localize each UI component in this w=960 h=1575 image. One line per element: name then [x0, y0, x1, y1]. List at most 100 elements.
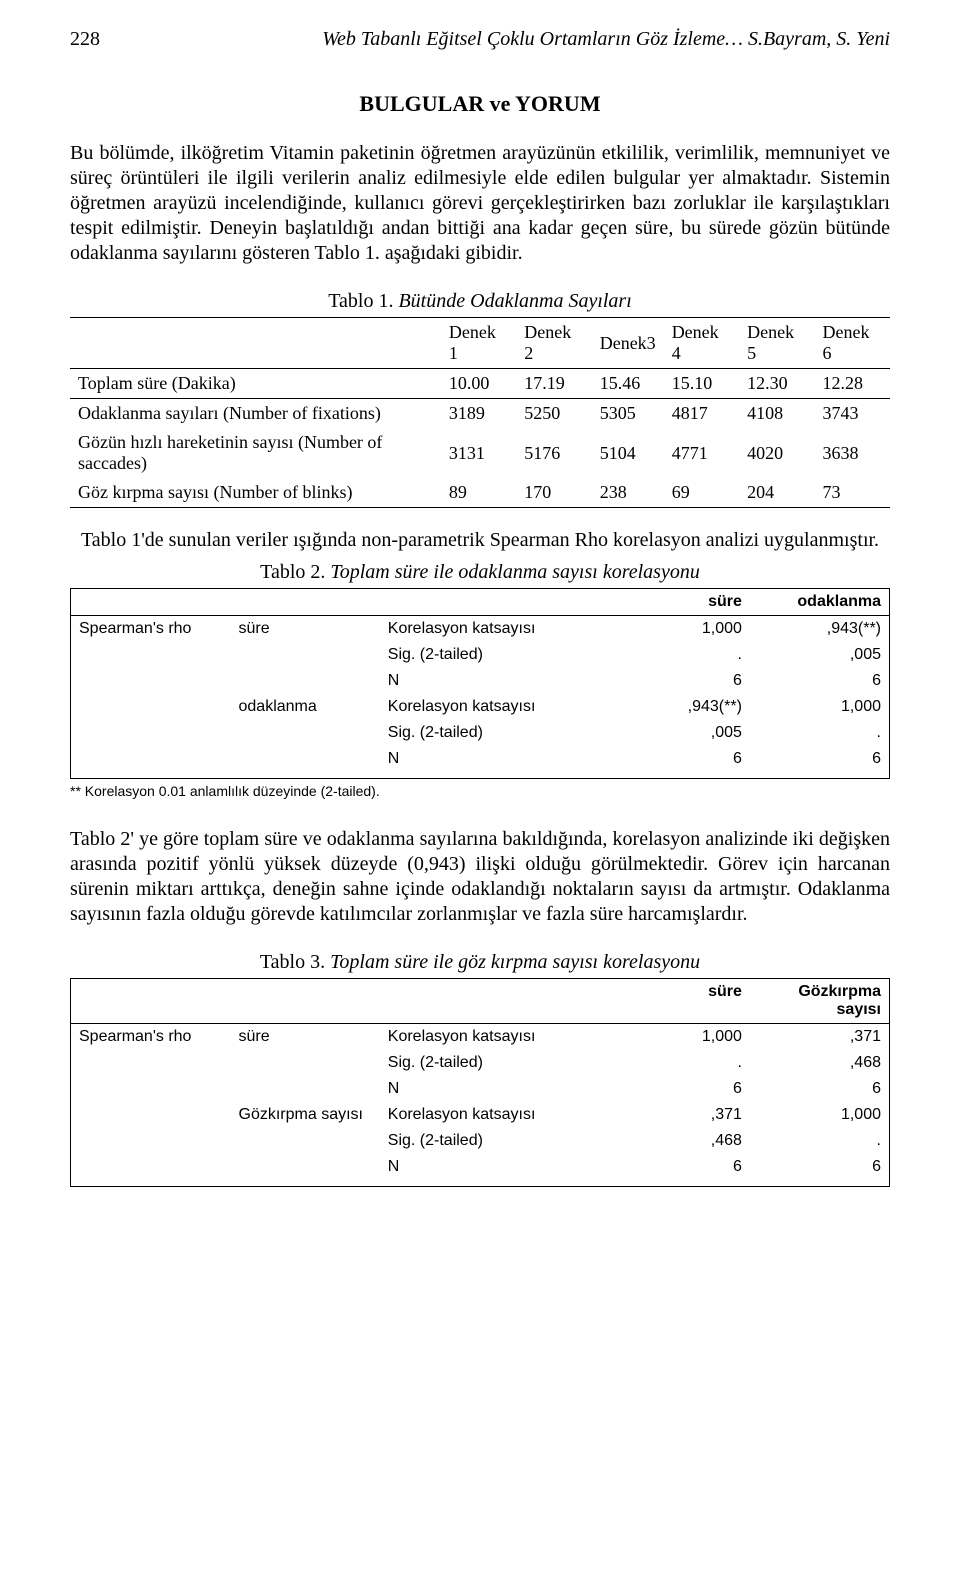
cell: 12.28 — [815, 369, 890, 399]
table1-col-1: Denek 1 — [441, 318, 516, 369]
cell: 3189 — [441, 399, 516, 429]
cell: 170 — [516, 478, 591, 508]
table1-caption-prefix: Tablo 1. — [328, 290, 393, 312]
cell: ,371 — [750, 1024, 889, 1051]
cell: ,005 — [611, 720, 750, 746]
stat-name: N — [380, 1154, 611, 1180]
table1-col-0 — [70, 318, 441, 369]
cell: 4108 — [739, 399, 814, 429]
table2-colhead-2: odaklanma — [750, 589, 889, 616]
cell: 5250 — [516, 399, 591, 429]
table-row: Toplam süre (Dakika) 10.00 17.19 15.46 1… — [70, 369, 890, 399]
table1-col-3: Denek3 — [592, 318, 664, 369]
cell: ,005 — [750, 642, 889, 668]
cell: 6 — [750, 1154, 889, 1180]
cell: ,943(**) — [611, 694, 750, 720]
cell: 6 — [611, 1076, 750, 1102]
stat-name: Korelasyon katsayısı — [380, 694, 611, 720]
table-row: odaklanma Korelasyon katsayısı ,943(**) … — [71, 694, 889, 720]
cell: 6 — [750, 746, 889, 772]
cell: 73 — [815, 478, 890, 508]
cell: 17.19 — [516, 369, 591, 399]
table3-colhead-2: Gözkırpma sayısı — [750, 979, 889, 1024]
page: 228 Web Tabanlı Eğitsel Çoklu Ortamların… — [0, 0, 960, 1231]
cell: 89 — [441, 478, 516, 508]
page-number: 228 — [70, 28, 100, 51]
table1-caption-rest: Bütünde Odaklanma Sayıları — [393, 290, 631, 312]
intro-paragraph: Bu bölümde, ilköğretim Vitamin paketinin… — [70, 141, 890, 266]
cell: Göz kırpma sayısı (Number of blinks) — [70, 478, 441, 508]
table1-col-5: Denek 5 — [739, 318, 814, 369]
stat-name: Sig. (2-tailed) — [380, 642, 611, 668]
cell: 6 — [750, 668, 889, 694]
var-label: Gözkırpma sayısı — [231, 1102, 380, 1128]
stat-name: Sig. (2-tailed) — [380, 1050, 611, 1076]
table-row: Sig. (2-tailed) . ,005 — [71, 642, 889, 668]
cell: 5305 — [592, 399, 664, 429]
table-row: Göz kırpma sayısı (Number of blinks) 89 … — [70, 478, 890, 508]
cell: 4817 — [664, 399, 739, 429]
cell: Gözün hızlı hareketinin sayısı (Number o… — [70, 428, 441, 478]
cell: 69 — [664, 478, 739, 508]
table-row: Gözkırpma sayısı Korelasyon katsayısı ,3… — [71, 1102, 889, 1128]
table-row: Sig. (2-tailed) ,005 . — [71, 720, 889, 746]
running-header: 228 Web Tabanlı Eğitsel Çoklu Ortamların… — [70, 28, 890, 51]
table3: süre Gözkırpma sayısı Spearman's rho sür… — [71, 979, 889, 1180]
table1-col-6: Denek 6 — [815, 318, 890, 369]
cell: 12.30 — [739, 369, 814, 399]
table3-caption-prefix: Tablo 3. — [260, 951, 325, 973]
cell: . — [611, 1050, 750, 1076]
group-label: Spearman's rho — [71, 616, 231, 643]
table1-caption: Tablo 1. Bütünde Odaklanma Sayıları — [70, 290, 890, 313]
cell: Odaklanma sayıları (Number of fixations) — [70, 399, 441, 429]
cell: 4771 — [664, 428, 739, 478]
cell: 1,000 — [611, 1024, 750, 1051]
cell: ,943(**) — [750, 616, 889, 643]
cell: 3638 — [815, 428, 890, 478]
table2-caption: Tablo 2. Toplam süre ile odaklanma sayıs… — [70, 561, 890, 584]
cell: 3131 — [441, 428, 516, 478]
table-row: Sig. (2-tailed) ,468 . — [71, 1128, 889, 1154]
table-row: N 6 6 — [71, 746, 889, 772]
cell: 10.00 — [441, 369, 516, 399]
cell: . — [611, 642, 750, 668]
table3-wrap: süre Gözkırpma sayısı Spearman's rho sür… — [70, 978, 890, 1187]
cell: Toplam süre (Dakika) — [70, 369, 441, 399]
table2-footnote: ** Korelasyon 0.01 anlamlılık düzeyinde … — [70, 783, 890, 799]
table3-caption-rest: Toplam süre ile göz kırpma sayısı korela… — [325, 951, 700, 973]
table2-wrap: süre odaklanma Spearman's rho süre Korel… — [70, 588, 890, 779]
cell: . — [750, 720, 889, 746]
cell: 5176 — [516, 428, 591, 478]
cell: 204 — [739, 478, 814, 508]
table-row: N 6 6 — [71, 1154, 889, 1180]
cell: 15.46 — [592, 369, 664, 399]
after-table2-paragraph: Tablo 2' ye göre toplam süre ve odaklanm… — [70, 827, 890, 927]
table1: Denek 1 Denek 2 Denek3 Denek 4 Denek 5 D… — [70, 317, 890, 508]
table3-colhead-1: süre — [611, 979, 750, 1024]
cell: 1,000 — [611, 616, 750, 643]
table1-col-4: Denek 4 — [664, 318, 739, 369]
cell: 238 — [592, 478, 664, 508]
var-label: süre — [231, 1024, 380, 1051]
table-row: N 6 6 — [71, 1076, 889, 1102]
cell: 1,000 — [750, 694, 889, 720]
cell: 1,000 — [750, 1102, 889, 1128]
table-row: Sig. (2-tailed) . ,468 — [71, 1050, 889, 1076]
cell: ,468 — [750, 1050, 889, 1076]
stat-name: Korelasyon katsayısı — [380, 616, 611, 643]
stat-name: N — [380, 1076, 611, 1102]
table1-head-row: Denek 1 Denek 2 Denek3 Denek 4 Denek 5 D… — [70, 318, 890, 369]
cell: ,468 — [611, 1128, 750, 1154]
cell: . — [750, 1128, 889, 1154]
table2-colhead-1: süre — [611, 589, 750, 616]
after-table1-paragraph: Tablo 1'de sunulan veriler ışığında non-… — [70, 528, 890, 553]
table3-head: süre Gözkırpma sayısı — [71, 979, 889, 1024]
stat-name: Korelasyon katsayısı — [380, 1024, 611, 1051]
stat-name: Korelasyon katsayısı — [380, 1102, 611, 1128]
cell: 5104 — [592, 428, 664, 478]
table2-caption-prefix: Tablo 2. — [260, 561, 325, 583]
table1-col-2: Denek 2 — [516, 318, 591, 369]
table-row: Spearman's rho süre Korelasyon katsayısı… — [71, 616, 889, 643]
cell: 4020 — [739, 428, 814, 478]
table-row: Gözün hızlı hareketinin sayısı (Number o… — [70, 428, 890, 478]
